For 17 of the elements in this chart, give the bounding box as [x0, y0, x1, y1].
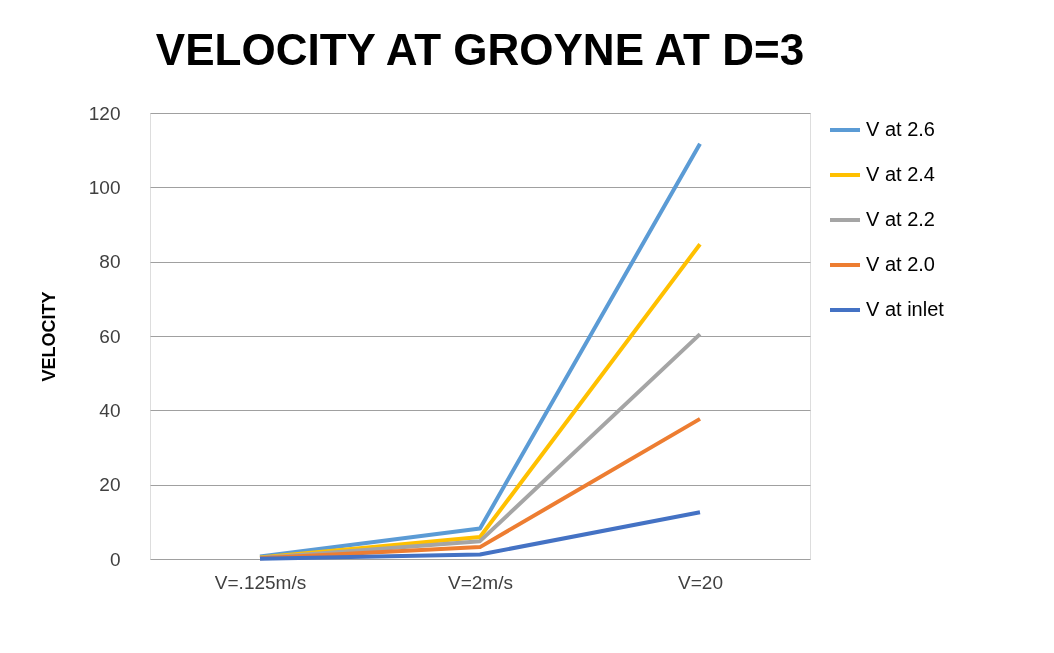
y-tick-label: 80 [99, 251, 121, 273]
y-tick-label: 60 [99, 325, 121, 347]
y-tick-label: 100 [88, 176, 121, 198]
legend-label: V at 2.2 [866, 208, 935, 230]
y-axis-title: VELOCITY [38, 291, 59, 382]
x-tick-label: V=2m/s [448, 571, 513, 593]
chart-title: VELOCITY AT GROYNE AT D=3 [155, 25, 805, 74]
x-tick-label: V=20 [678, 571, 723, 593]
legend-label: V at 2.6 [866, 118, 935, 140]
legend-label: V at 2.4 [866, 163, 935, 185]
legend-label: V at 2.0 [866, 253, 935, 275]
y-tick-label: 120 [88, 102, 121, 124]
x-tick-label: V=.125m/s [214, 571, 307, 593]
y-tick-label: 40 [99, 399, 121, 421]
y-tick-label: 0 [109, 548, 121, 570]
y-tick-label: 20 [99, 474, 121, 496]
legend-label: V at inlet [866, 298, 945, 320]
